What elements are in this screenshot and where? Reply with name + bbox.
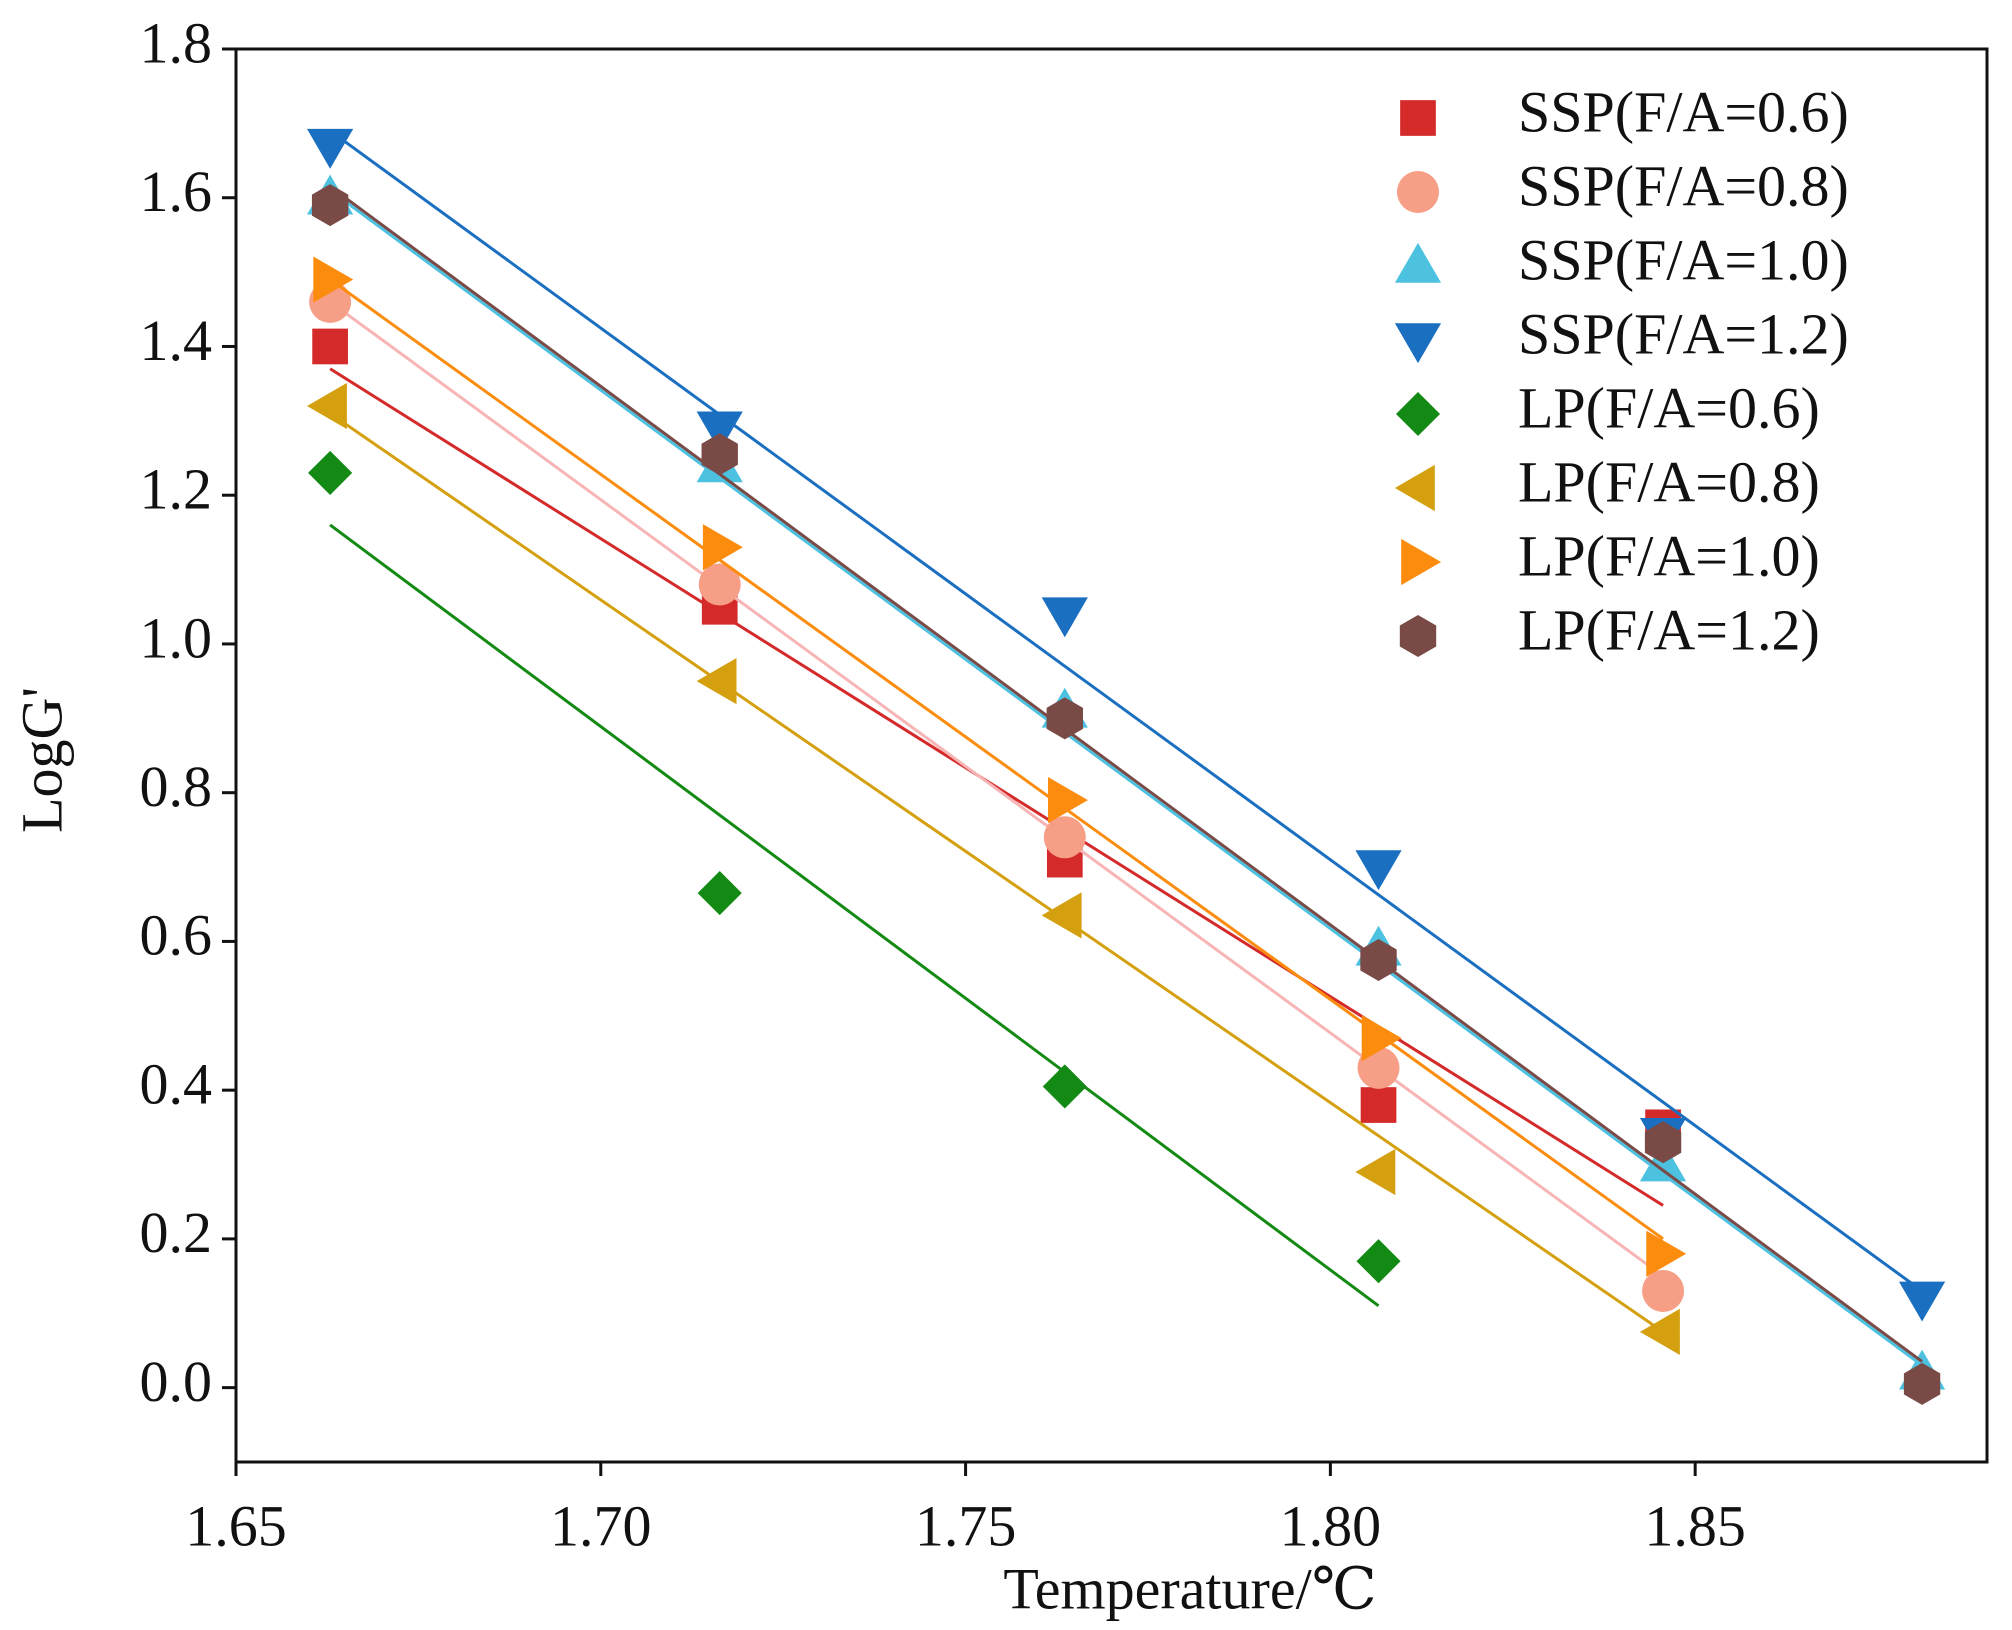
- x-tick-label: 1.75: [915, 1493, 1017, 1558]
- legend-marker: [1400, 100, 1436, 136]
- marker: [311, 184, 349, 227]
- marker: [697, 871, 742, 916]
- legend-marker: [1394, 242, 1442, 283]
- marker: [1042, 1064, 1087, 1109]
- y-tick-label: 1.6: [140, 159, 213, 224]
- y-tick-label: 0.4: [140, 1051, 213, 1116]
- legend-marker: [1394, 323, 1442, 364]
- marker: [313, 256, 354, 303]
- marker: [1046, 697, 1083, 740]
- marker: [1043, 816, 1086, 859]
- y-axis-label: LogG': [9, 687, 74, 833]
- marker: [1361, 1015, 1402, 1062]
- marker: [1048, 777, 1088, 824]
- legend-label: LP(F/A=0.6): [1518, 375, 1820, 440]
- legend-marker: [1401, 538, 1442, 586]
- marker: [1639, 1308, 1680, 1355]
- x-tick-label: 1.85: [1644, 1493, 1746, 1558]
- legend-marker: [1399, 615, 1437, 657]
- fit-line: [329, 523, 1380, 1308]
- marker: [698, 563, 741, 606]
- legend-label: SSP(F/A=0.6): [1518, 79, 1849, 144]
- y-tick-label: 0.6: [140, 903, 213, 968]
- marker: [1644, 1121, 1682, 1164]
- marker: [696, 411, 743, 452]
- y-tick-label: 1.4: [140, 308, 213, 373]
- fit-line: [329, 278, 1664, 1241]
- fit-line: [329, 129, 1923, 1293]
- fit-line: [329, 300, 1664, 1278]
- y-tick-label: 0.8: [140, 754, 213, 819]
- marker: [312, 328, 348, 365]
- legend-marker: [1394, 464, 1435, 512]
- legend-label: LP(F/A=1.2): [1518, 597, 1820, 662]
- plot-frame: [234, 47, 1989, 1464]
- legend-marker: [1395, 391, 1441, 437]
- legend-label: SSP(F/A=0.8): [1518, 153, 1849, 218]
- fit-line: [329, 412, 1664, 1334]
- marker: [1041, 892, 1082, 939]
- fit-line: [329, 189, 1923, 1367]
- legend-label: LP(F/A=0.8): [1518, 449, 1820, 514]
- marker: [1355, 1148, 1396, 1196]
- x-tick-label: 1.65: [185, 1493, 287, 1558]
- x-tick-label: 1.70: [550, 1493, 652, 1558]
- legend-label: LP(F/A=1.0): [1518, 523, 1820, 588]
- marker: [307, 128, 354, 169]
- marker: [1360, 1087, 1397, 1123]
- y-tick-label: 0.2: [140, 1200, 213, 1265]
- marker: [702, 524, 743, 571]
- fit-line: [329, 367, 1664, 1207]
- fit-line: [329, 185, 1923, 1363]
- y-tick-label: 1.2: [140, 457, 213, 522]
- marker: [1903, 1362, 1941, 1405]
- legend-label: SSP(F/A=1.2): [1518, 301, 1849, 366]
- y-tick-label: 1.8: [140, 10, 213, 75]
- marker: [1041, 597, 1088, 638]
- marker: [1356, 1239, 1401, 1284]
- marker: [1646, 1230, 1687, 1277]
- y-tick-label: 1.0: [140, 605, 213, 670]
- marker: [701, 433, 738, 476]
- marker: [696, 658, 737, 705]
- legend-label: SSP(F/A=1.0): [1518, 227, 1849, 292]
- x-axis-label: Temperature/℃: [1003, 1556, 1376, 1621]
- marker: [307, 382, 347, 430]
- marker: [308, 450, 353, 495]
- marker: [1355, 850, 1402, 891]
- y-tick-label: 0.0: [140, 1349, 213, 1414]
- legend-marker: [1397, 171, 1439, 213]
- marker: [1360, 939, 1397, 982]
- marker: [1898, 1281, 1946, 1322]
- marker: [1642, 1269, 1685, 1312]
- x-tick-label: 1.80: [1280, 1493, 1382, 1558]
